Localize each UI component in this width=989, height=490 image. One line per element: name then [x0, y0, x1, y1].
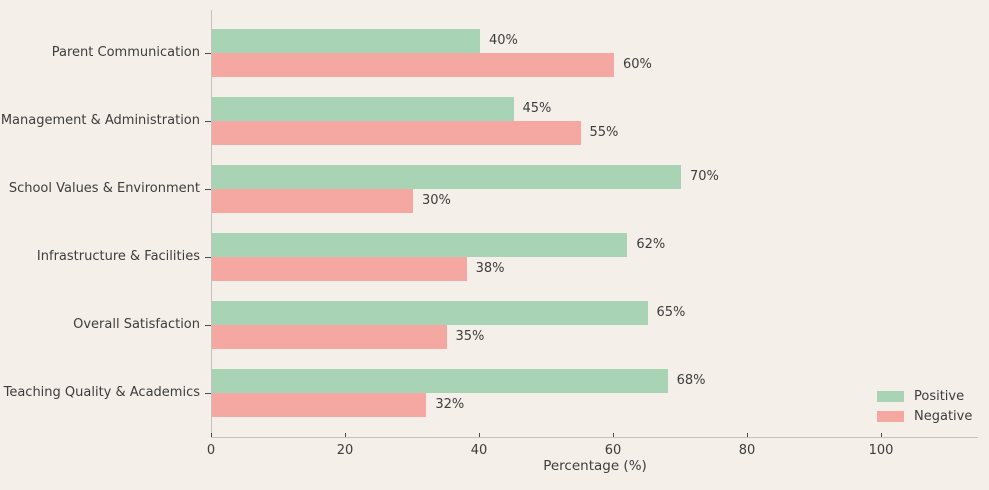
x-tick [881, 433, 882, 437]
bar-value-label: 65% [656, 304, 686, 320]
bar-positive [212, 164, 681, 189]
x-tick [345, 433, 346, 437]
bar-negative [212, 188, 413, 213]
bar-value-label: 62% [636, 236, 666, 252]
bar-value-label: 32% [435, 396, 465, 412]
bar-value-label: 68% [676, 372, 706, 388]
category-label: Parent Communication [51, 45, 200, 60]
bar-positive [212, 232, 628, 257]
legend-swatch-negative-icon [877, 411, 904, 422]
y-tick [205, 393, 211, 394]
x-axis-label: Percentage (%) [543, 458, 647, 474]
bar-value-label: 70% [690, 168, 719, 184]
legend-label-positive: Positive [914, 389, 965, 404]
bar-positive [212, 368, 668, 393]
y-tick [205, 121, 211, 122]
legend-row-positive: Positive [877, 390, 972, 403]
bar-negative [212, 120, 581, 145]
category-label: Management & Administration [0, 112, 200, 128]
legend-row-negative: Negative [877, 410, 972, 423]
bar-value-label: 60% [623, 57, 652, 72]
category-label: Teaching Quality & Academics [3, 384, 200, 400]
x-tick-label: 80 [738, 443, 756, 458]
legend-swatch-positive-icon [877, 391, 904, 402]
bar-negative [212, 53, 614, 77]
x-tick [613, 433, 614, 437]
y-axis-spine [211, 10, 212, 437]
y-tick [205, 257, 211, 258]
legend: Positive Negative [877, 390, 972, 423]
bar-value-label: 30% [422, 192, 451, 208]
y-tick [205, 325, 211, 326]
y-tick [205, 53, 211, 54]
x-axis-spine [211, 437, 978, 438]
y-tick [205, 189, 211, 190]
x-tick-label: 100 [868, 443, 894, 458]
category-label: Infrastructure & Facilities [36, 248, 200, 264]
bar-value-label: 35% [455, 328, 485, 344]
bar-value-label: 38% [475, 260, 505, 276]
bar-value-label: 55% [589, 124, 619, 140]
x-tick-label: 20 [336, 443, 354, 458]
category-label: Overall Satisfaction [73, 316, 200, 332]
bar-value-label: 40% [489, 33, 518, 48]
x-tick-label: 40 [470, 443, 488, 458]
bar-positive [212, 96, 514, 121]
x-tick [479, 433, 480, 437]
bar-value-label: 45% [522, 100, 552, 116]
x-tick [747, 433, 748, 437]
bar-positive [212, 29, 480, 53]
legend-label-negative: Negative [914, 409, 973, 424]
category-label: School Values & Environment [8, 180, 200, 196]
x-tick-label: 60 [604, 443, 622, 458]
bar-negative [212, 392, 427, 417]
bar-positive [212, 300, 648, 325]
x-tick-label: 0 [206, 443, 216, 458]
x-tick [211, 433, 212, 437]
bar-negative [212, 256, 467, 281]
bar-negative [212, 324, 447, 349]
